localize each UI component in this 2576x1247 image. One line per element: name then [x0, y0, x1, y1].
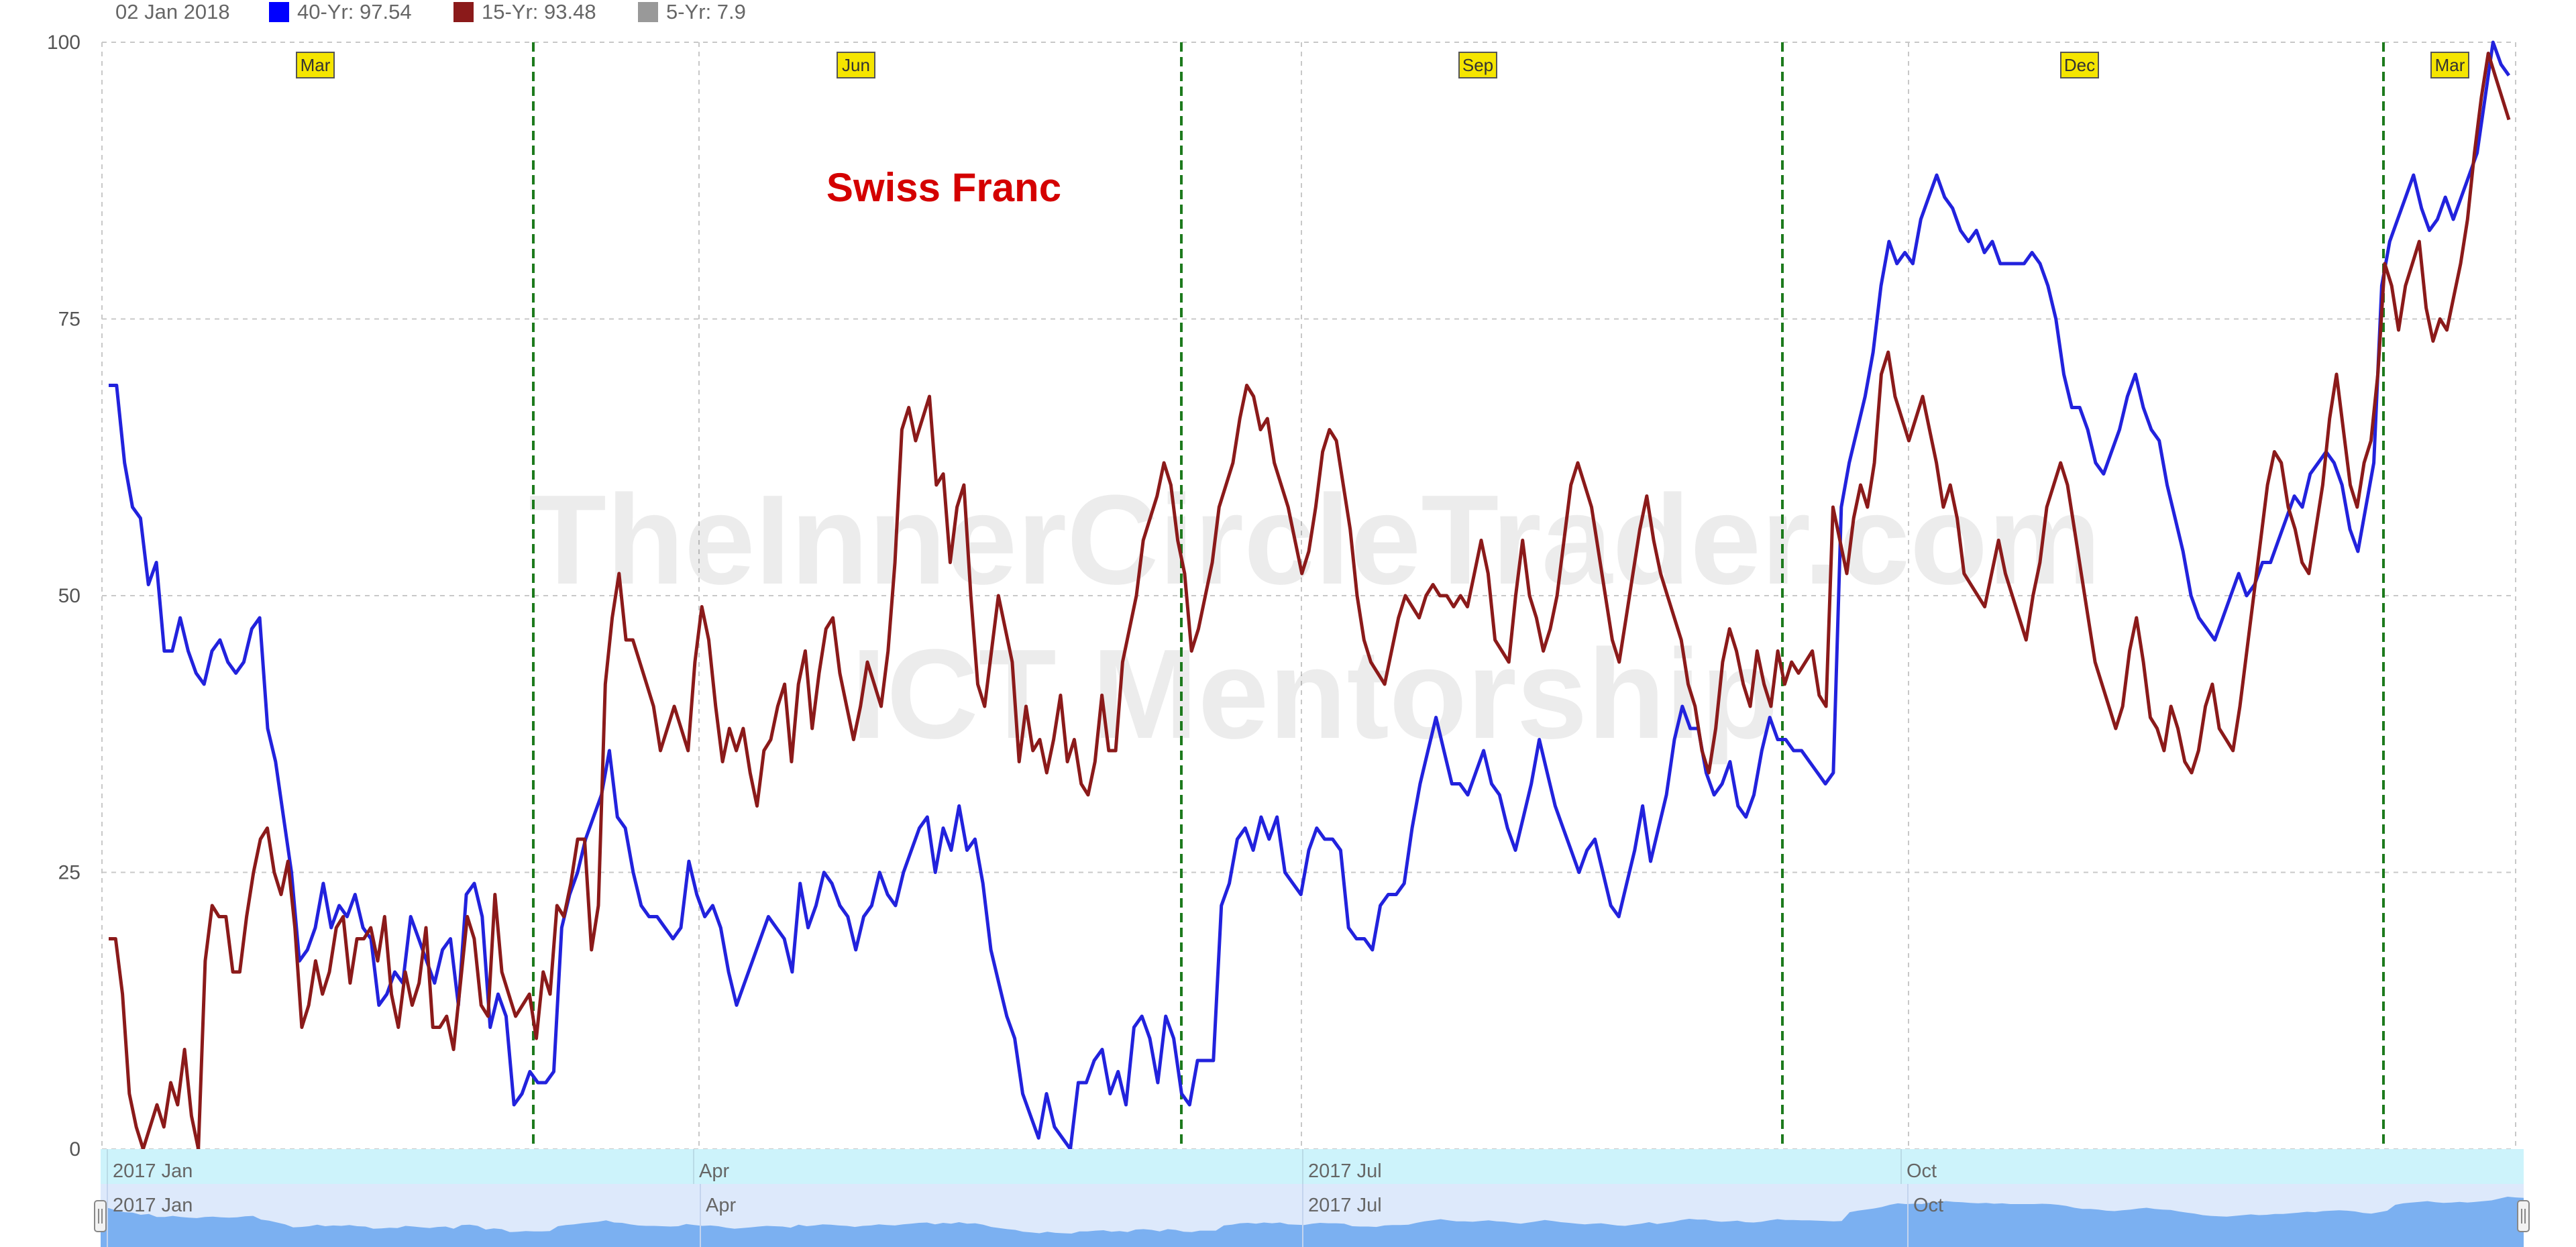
navigator-right-handle[interactable] [2517, 1200, 2530, 1232]
navigator-area [101, 1197, 2524, 1247]
series-line-40-yr[interactable] [109, 40, 2511, 1151]
navigator-upper-label: Apr [699, 1160, 729, 1182]
legend-40yr-swatch[interactable] [269, 2, 289, 22]
watermark-line-2: ICT Mentorship [851, 623, 1779, 765]
series-line-15-yr[interactable] [109, 52, 2511, 1151]
legend-5yr-label[interactable]: 5-Yr: 7.9 [666, 0, 746, 23]
contract-badges: Mar Jun Sep Dec Mar [296, 52, 2469, 78]
contract-badge-label: Mar [301, 55, 331, 75]
legend-5yr-swatch[interactable] [638, 2, 658, 22]
legend: 02 Jan 2018 40-Yr: 97.54 15-Yr: 93.48 5-… [115, 0, 746, 23]
navigator-lower-labels: 2017 Jan Apr 2017 Jul Oct [107, 1184, 1943, 1247]
watermark: TheInnerCircleTrader.com ICT Mentorship [529, 469, 2101, 765]
y-tick-label: 0 [69, 1138, 80, 1160]
series-layer [109, 40, 2511, 1151]
contract-roll-lines [532, 42, 2385, 1149]
contract-badge: Mar [2430, 52, 2469, 78]
contract-badge-label: Jun [842, 55, 870, 75]
contract-badge: Jun [837, 52, 875, 78]
contract-badge: Dec [2060, 52, 2099, 78]
chart-title: Swiss Franc [826, 165, 1061, 210]
y-tick-label: 75 [58, 309, 80, 331]
contract-badge-label: Dec [2064, 55, 2095, 75]
y-axis: 0 25 50 75 100 [47, 32, 80, 1160]
legend-15yr-label[interactable]: 15-Yr: 93.48 [482, 0, 596, 23]
contract-badge-label: Sep [1462, 55, 1493, 75]
navigator-upper-label: 2017 Jan [113, 1160, 193, 1182]
navigator-left-handle[interactable] [94, 1200, 107, 1232]
contract-badge: Mar [296, 52, 335, 78]
navigator[interactable]: 2017 Jan Apr 2017 Jul Oct 2017 Jan Apr 2017 J… [94, 1149, 2530, 1247]
navigator-lower-label: Apr [706, 1195, 736, 1216]
contract-badge: Sep [1458, 52, 1497, 78]
y-tick-label: 100 [47, 32, 80, 54]
navigator-lower-label: 2017 Jul [1308, 1195, 1382, 1216]
navigator-lower-label: Oct [1913, 1195, 1943, 1216]
navigator-upper-label: 2017 Jul [1308, 1160, 1382, 1182]
navigator-lower-label: 2017 Jan [113, 1195, 193, 1216]
y-tick-label: 25 [58, 862, 80, 884]
contract-badge-label: Mar [2435, 55, 2465, 75]
legend-40yr-label[interactable]: 40-Yr: 97.54 [297, 0, 412, 23]
legend-15yr-swatch[interactable] [453, 2, 474, 22]
y-tick-label: 50 [58, 585, 80, 607]
navigator-range-band [101, 1149, 2524, 1184]
legend-date: 02 Jan 2018 [115, 0, 230, 23]
watermark-line-1: TheInnerCircleTrader.com [529, 469, 2101, 611]
navigator-upper-labels: 2017 Jan Apr 2017 Jul Oct [107, 1149, 1937, 1184]
navigator-upper-label: Oct [1907, 1160, 1937, 1182]
